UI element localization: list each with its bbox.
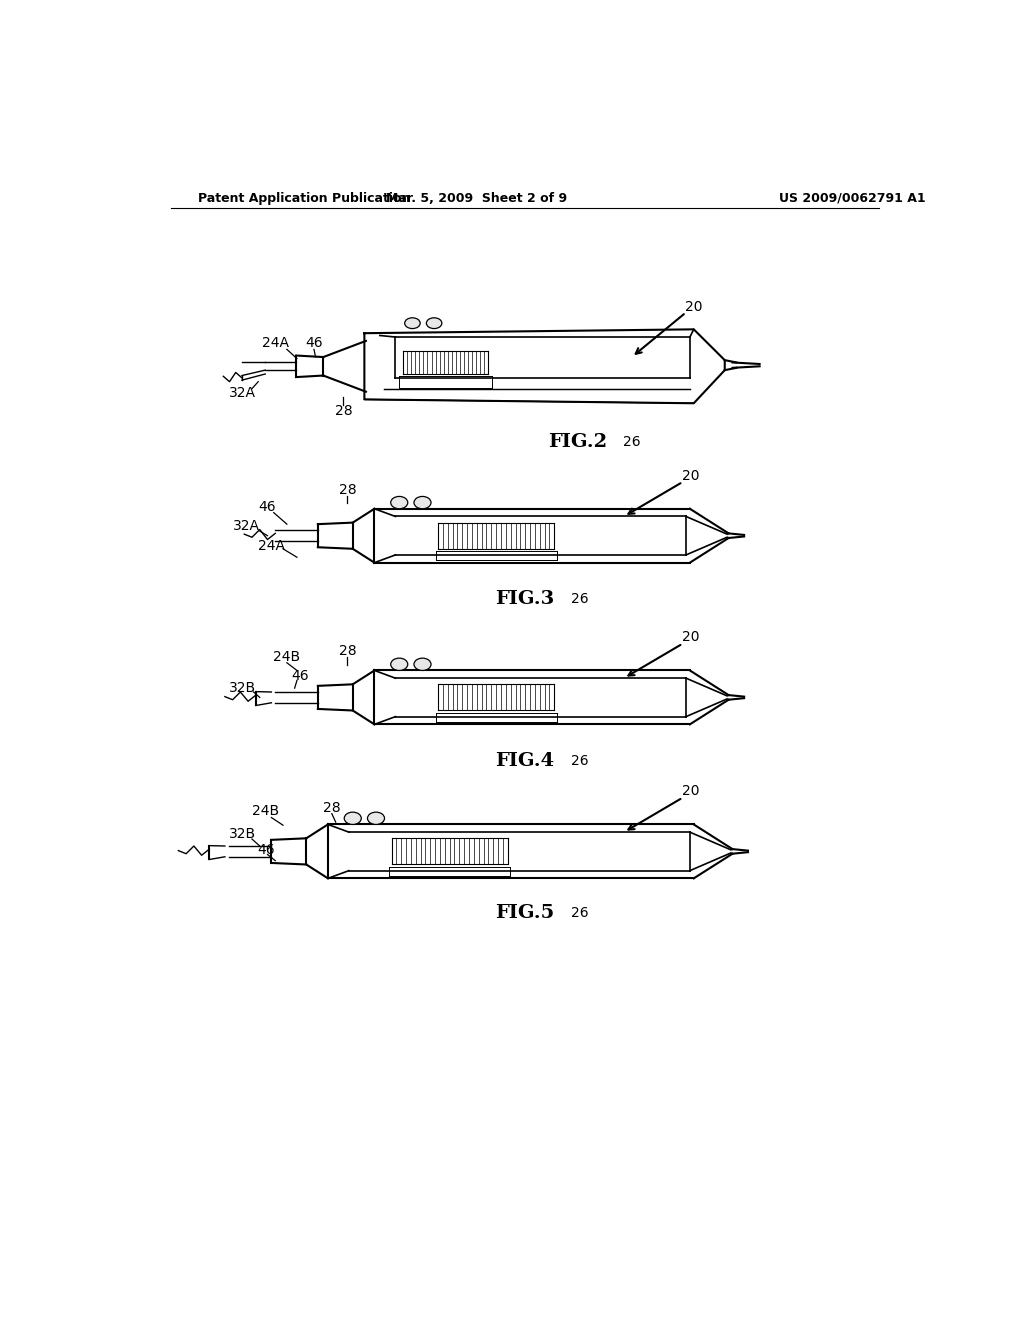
- Text: 26: 26: [571, 591, 589, 606]
- Text: 28: 28: [339, 644, 356, 659]
- Ellipse shape: [344, 812, 361, 825]
- Text: 46: 46: [257, 843, 274, 857]
- Text: 20: 20: [685, 300, 702, 314]
- Ellipse shape: [414, 659, 431, 671]
- Text: 46: 46: [291, 669, 309, 682]
- Ellipse shape: [414, 496, 431, 508]
- Text: 20: 20: [682, 631, 699, 644]
- Text: 26: 26: [623, 434, 641, 449]
- Text: FIG.5: FIG.5: [496, 904, 554, 921]
- Text: 26: 26: [571, 906, 589, 920]
- Text: Mar. 5, 2009  Sheet 2 of 9: Mar. 5, 2009 Sheet 2 of 9: [386, 191, 567, 205]
- Text: 24B: 24B: [273, 649, 300, 664]
- Text: FIG.2: FIG.2: [548, 433, 607, 450]
- Text: Patent Application Publication: Patent Application Publication: [198, 191, 411, 205]
- Ellipse shape: [426, 318, 442, 329]
- Text: 28: 28: [335, 404, 352, 418]
- Text: 28: 28: [323, 800, 341, 814]
- Text: 24A: 24A: [258, 539, 285, 553]
- Text: 32A: 32A: [233, 520, 260, 533]
- Text: 20: 20: [682, 469, 699, 483]
- Ellipse shape: [368, 812, 385, 825]
- Text: 32B: 32B: [229, 681, 256, 696]
- Text: FIG.4: FIG.4: [496, 751, 554, 770]
- Text: 28: 28: [339, 483, 356, 496]
- Ellipse shape: [391, 496, 408, 508]
- Text: 20: 20: [682, 784, 699, 799]
- Text: 24A: 24A: [262, 337, 289, 350]
- Text: 24B: 24B: [252, 804, 280, 818]
- Ellipse shape: [391, 659, 408, 671]
- Text: FIG.3: FIG.3: [496, 590, 554, 607]
- Text: 32B: 32B: [229, 828, 256, 841]
- Text: 46: 46: [259, 500, 276, 515]
- Text: US 2009/0062791 A1: US 2009/0062791 A1: [779, 191, 926, 205]
- Text: 32A: 32A: [229, 387, 256, 400]
- Ellipse shape: [404, 318, 420, 329]
- Text: 26: 26: [571, 754, 589, 767]
- Text: 46: 46: [305, 337, 323, 350]
